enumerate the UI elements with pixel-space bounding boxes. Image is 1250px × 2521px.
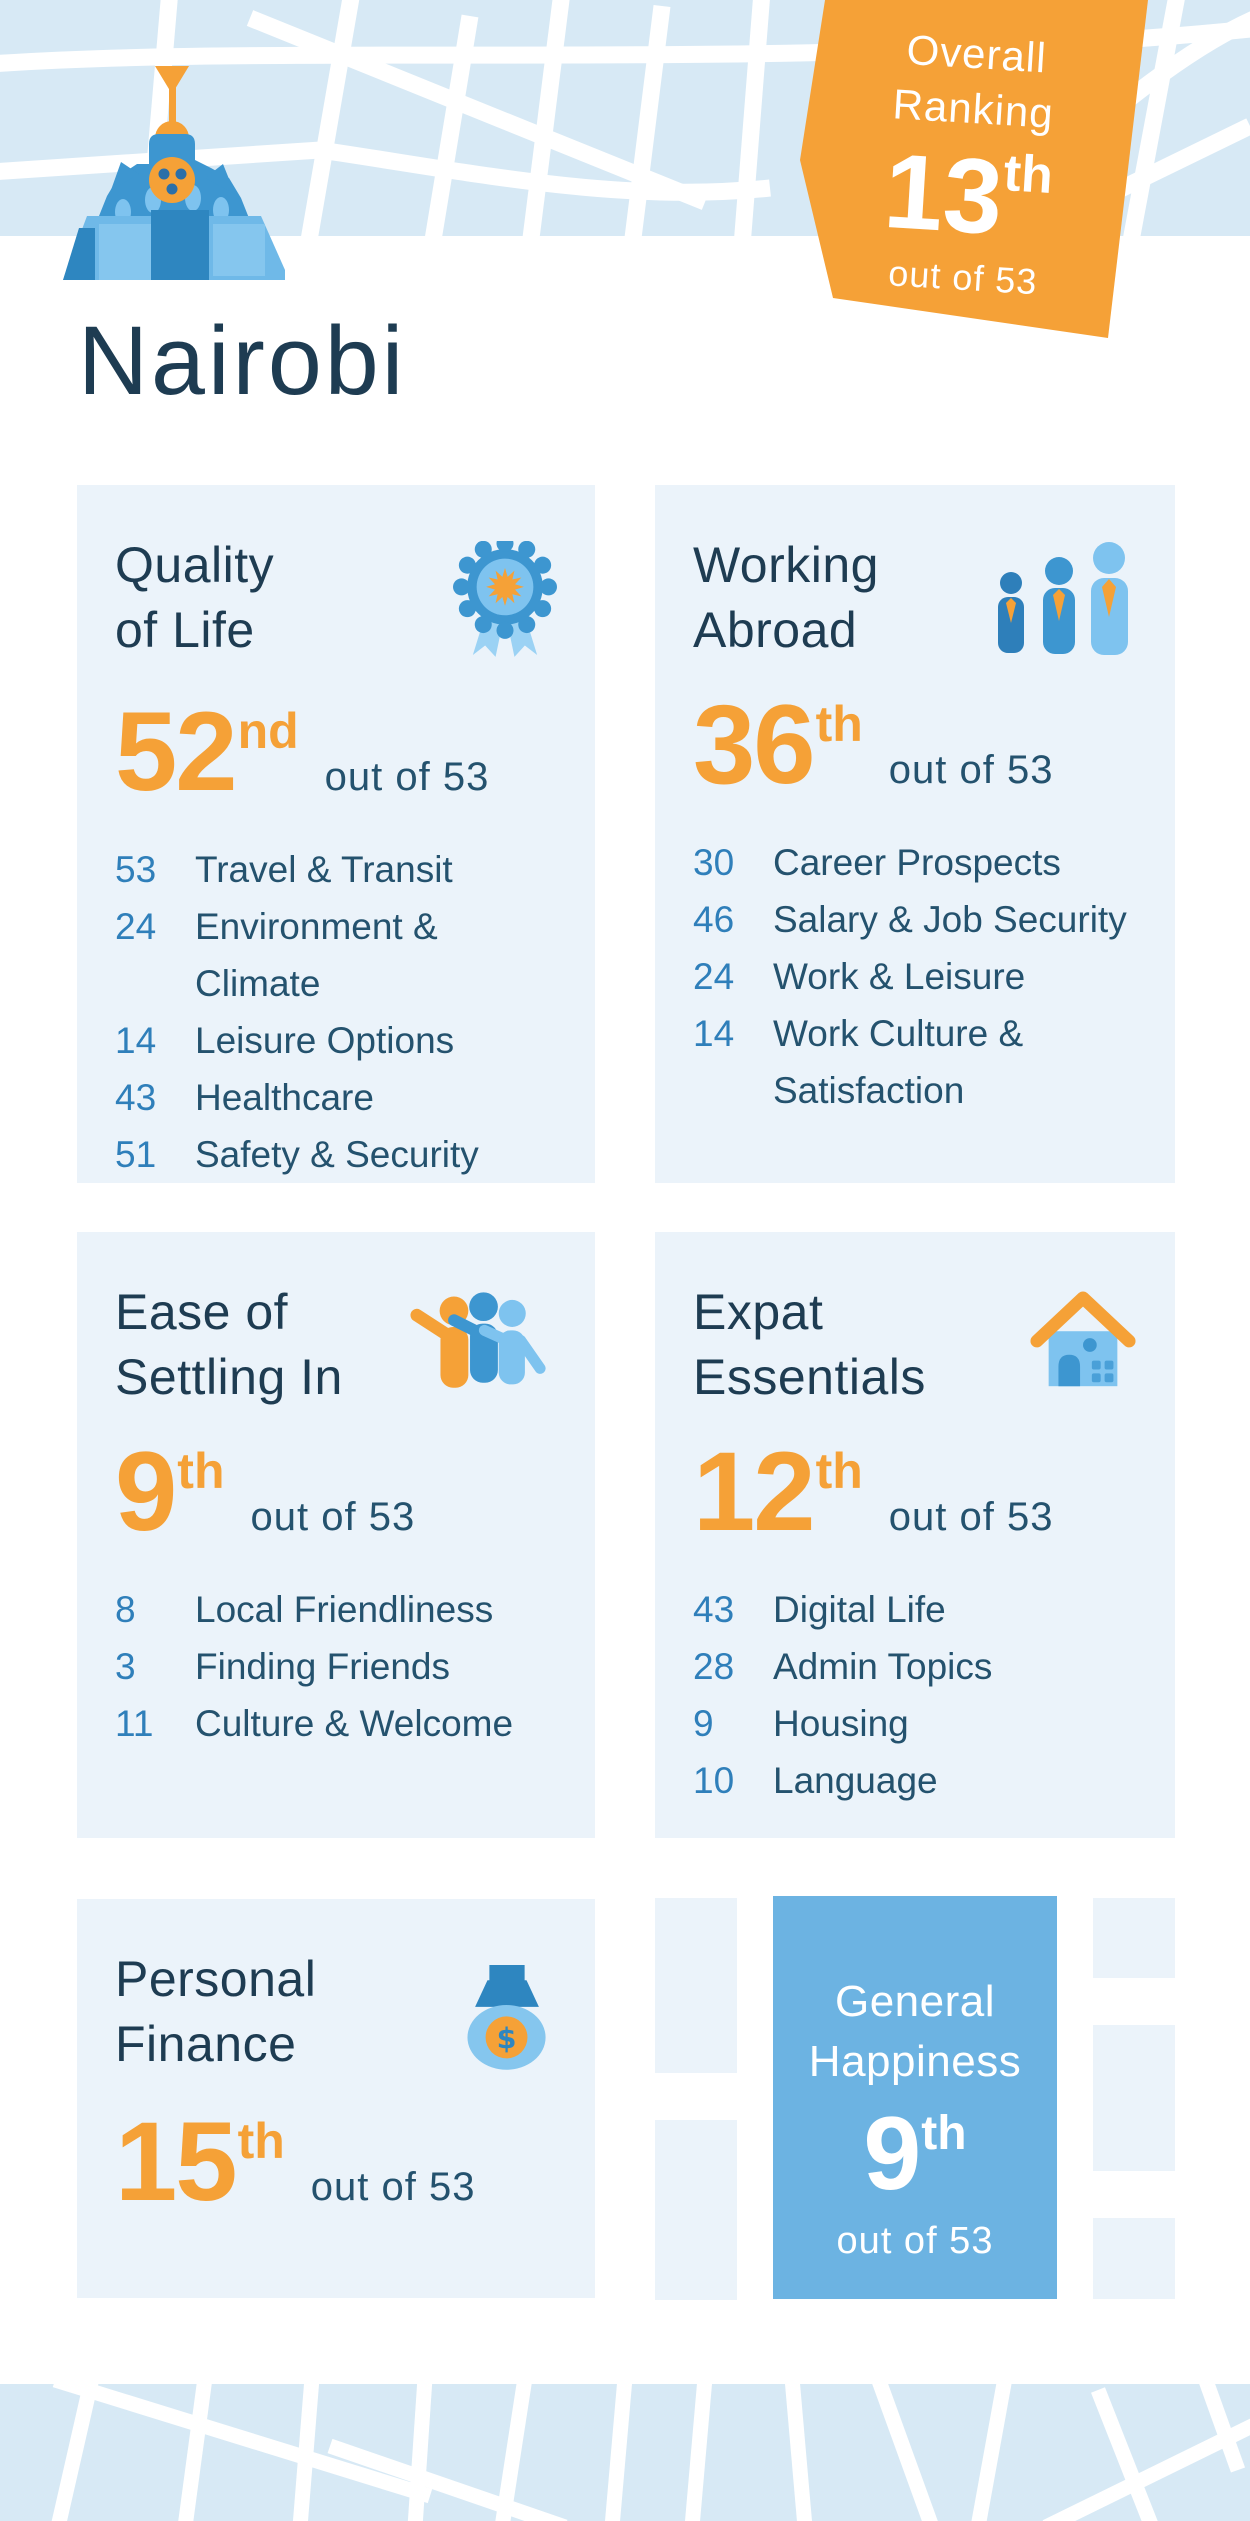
happiness-rank: 9th [773,2102,1057,2206]
overall-ranking-text: Overall Ranking 13th out of 53 [816,17,1124,307]
subscore-row: 51 Safety & Security [115,1133,479,1175]
rank-number: 36 [693,682,816,807]
overall-rank-number: 13 [881,131,1006,257]
rank-number: 12 [693,1429,816,1554]
house-icon [1029,1288,1137,1403]
subscore-row: 53 Travel & Transit [115,849,453,890]
map-block-tile [1093,2218,1175,2299]
subscore-row: 46 Salary & Job Security [693,898,1127,940]
subscore-row: 14 Leisure Options [115,1019,455,1061]
map-block-tile [655,1898,737,2073]
map-block-tile [1093,2025,1175,2171]
friends-icon [405,1288,557,1403]
business-people-icon [987,541,1137,661]
medal-icon [453,534,557,670]
subscore-row: 14 Work Culture & Satisfaction [693,1012,1024,1111]
overall-rank: 13th [819,131,1117,258]
map-pattern-bottom [0,2372,1250,2521]
rank-number: 52 [115,689,238,814]
landmark-icon [63,66,285,280]
rank-out-of: out of 53 [888,748,1054,792]
city-landmark-illustration [55,58,293,286]
subscore-row: 11 Culture & Welcome [115,1702,514,1744]
subscore-list: 30 Career Prospects 46 Salary & Job Secu… [693,835,1137,1120]
rank-out-of: out of 53 [250,1495,416,1539]
rank-number: 15 [115,2099,238,2224]
subscore-row: 10 Language [693,1759,938,1801]
subscore-row: 43 Healthcare [115,1076,374,1118]
overall-ranking-badge-shape [800,0,1148,338]
subscore-list: 8 Local Friendliness 3 Finding Friends 1… [115,1582,557,1753]
happiness-rank-number: 9 [863,2095,922,2212]
rank-suffix: th [177,1443,225,1499]
happiness-label-line2: Happiness [808,2036,1022,2086]
card-title: Quality of Life [115,537,275,658]
subscore-row: 43 Digital Life [693,1589,946,1630]
rank-out-of: out of 53 [888,1495,1054,1539]
subscore-list: 43 Digital Life 28 Admin Topics 9 Housin… [693,1582,1137,1810]
card-working-abroad: Working Abroad [655,485,1175,1183]
subscore-row: 8 Local Friendliness [115,1589,494,1630]
card-title: Personal Finance [115,1951,317,2072]
overall-rank-suffix: th [1002,144,1055,205]
money-bag-icon: $ [457,1955,557,2080]
general-happiness-box: General Happiness 9th out of 53 [773,1896,1057,2299]
page-title: Nairobi [78,306,407,415]
subscore-row: 24 Environment & Climate [115,905,438,1004]
rank-number: 9 [115,1429,177,1554]
subscore-list: 53 Travel & Transit 24 Environment & Cli… [115,842,557,1184]
happiness-out-of: out of 53 [836,2219,994,2262]
map-pattern-bottom-art [0,2372,1250,2521]
happiness-rank-suffix: th [921,2106,967,2160]
subscore-row: 30 Career Prospects [693,842,1061,883]
rank-suffix: th [237,2113,285,2169]
rank-suffix: th [815,696,863,752]
map-block-tile [655,2120,737,2300]
map-block-tile [1093,1898,1175,1978]
rank-out-of: out of 53 [324,755,490,799]
rank-out-of: out of 53 [310,2165,476,2209]
card-title: Ease of Settling In [115,1284,343,1405]
rank-suffix: nd [237,703,299,759]
subscore-row: 24 Work & Leisure [693,955,1026,997]
subscore-row: 28 Admin Topics [693,1645,993,1687]
subscore-row: 3 Finding Friends [115,1645,451,1687]
subscore-row: 9 Housing [693,1702,909,1744]
rank-suffix: th [815,1443,863,1499]
card-title: Working Abroad [693,537,879,658]
happiness-label-line1: General [834,1977,996,2026]
overall-ranking-badge: Overall Ranking 13th out of 53 [790,0,1152,346]
card-quality-of-life: Quality of Life [77,485,595,1183]
card-title: Expat Essentials [693,1284,926,1405]
svg-text:$: $ [497,2021,517,2055]
